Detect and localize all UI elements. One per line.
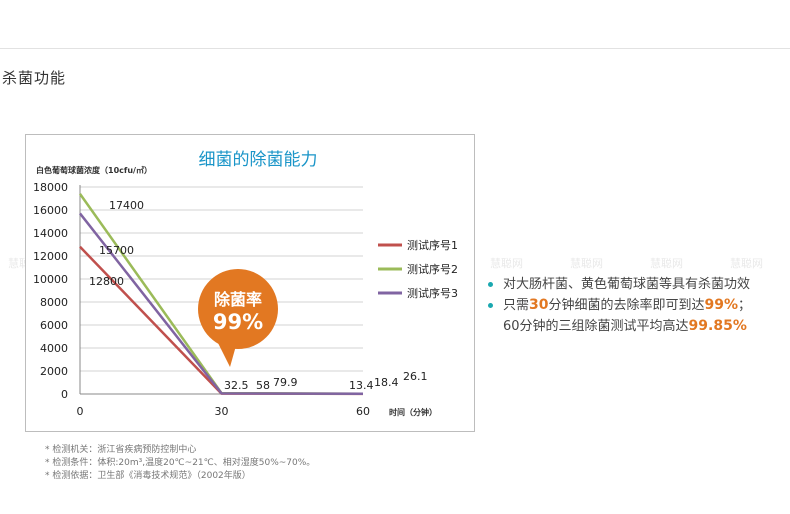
feature-text: 对大肠杆菌、黄色葡萄球菌等具有杀菌功效: [503, 277, 751, 292]
highlight-value: 99%: [704, 297, 739, 313]
test-notes: 检测机关：浙江省疾病预防控制中心 检测条件：体积:20m³,温度20℃~21℃、…: [45, 444, 315, 483]
y-tick-label: 4000: [40, 342, 68, 355]
x-tick-label: 30: [215, 405, 229, 418]
highlight-value: 99.85%: [688, 318, 747, 334]
top-divider: [0, 48, 790, 49]
series-line: [79, 212, 364, 396]
data-label: 12800: [89, 275, 124, 288]
callout-value: 99%: [213, 310, 263, 334]
note-item: 检测机关：浙江省疾病预防控制中心: [45, 444, 315, 457]
data-label: 17400: [109, 199, 144, 212]
data-label: 15700: [99, 244, 134, 257]
highlight-value: 30: [529, 297, 549, 313]
y-tick-label: 18000: [33, 181, 68, 194]
legend-label: 测试序号2: [407, 262, 458, 276]
y-tick-label: 12000: [33, 250, 68, 263]
y-tick-label: 0: [61, 388, 68, 401]
data-label: 13.4: [349, 379, 374, 392]
y-tick-label: 10000: [33, 273, 68, 286]
bullet-dot-icon: [488, 282, 493, 287]
feature-list: 对大肠杆菌、黄色葡萄球菌等具有杀菌功效 只需30分钟细菌的去除率即可到达99%；…: [487, 274, 751, 337]
data-label: 58: [256, 379, 270, 392]
feature-text: ；: [738, 298, 752, 313]
feature-item: 对大肠杆菌、黄色葡萄球菌等具有杀菌功效: [487, 274, 751, 295]
y-tick-label: 2000: [40, 365, 68, 378]
watermark-text: 慧聪网: [490, 257, 523, 270]
note-item: 检测依据：卫生部《消毒技术规范》（2002年版）: [45, 470, 315, 483]
x-tick-label: 0: [77, 405, 84, 418]
feature-text: 只需: [503, 298, 530, 313]
y-tick-label: 6000: [40, 319, 68, 332]
callout-label: 除菌率: [214, 290, 262, 309]
note-item: 检测条件：体积:20m³,温度20℃~21℃、相对湿度50%~70%。: [45, 457, 315, 470]
callout-bubble: [198, 269, 278, 349]
feature-text: 分钟细菌的去除率即可到达: [548, 298, 705, 313]
section-title: 杀菌功能: [2, 69, 67, 87]
y-tick-label: 16000: [33, 204, 68, 217]
x-tick-label: 60: [356, 405, 370, 418]
bullet-dot-icon: [488, 303, 493, 308]
y-tick-label: 14000: [33, 227, 68, 240]
feature-item: 只需30分钟细菌的去除率即可到达99%；: [487, 295, 751, 316]
watermark-text: 慧聪网: [570, 257, 603, 270]
y-tick-label: 8000: [40, 296, 68, 309]
watermark-text: 慧聪网: [650, 257, 683, 270]
chart-panel: 细菌的除菌能力白色葡萄球菌浓度（10cfu/㎡） 0 2000 4000 6000 800…: [25, 134, 475, 432]
data-label: 32.5: [224, 379, 249, 392]
feature-text: 60分钟的三组除菌测试平均高达: [503, 319, 689, 334]
watermark-text: 慧聪网: [730, 257, 763, 270]
data-label: 18.4: [374, 376, 399, 389]
y-axis-label: 白色葡萄球菌浓度（10cfu/㎡）: [36, 165, 152, 175]
chart-title: 细菌的除菌能力: [199, 150, 318, 170]
legend-label: 测试序号3: [407, 286, 458, 300]
x-axis-label: 时间（分钟）: [389, 407, 437, 417]
data-label: 26.1: [403, 370, 428, 383]
data-label: 79.9: [273, 376, 298, 389]
legend-label: 测试序号1: [407, 238, 458, 252]
feature-item-continuation: 60分钟的三组除菌测试平均高达99.85%: [487, 316, 751, 337]
